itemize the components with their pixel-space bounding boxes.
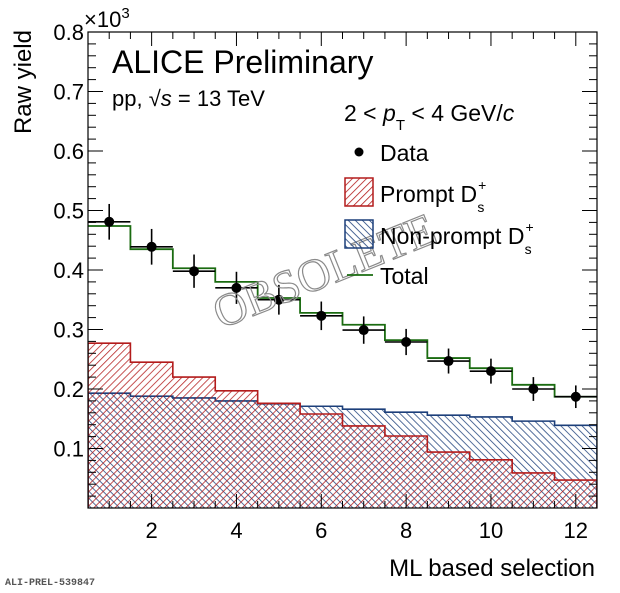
data-marker bbox=[401, 336, 412, 347]
data-marker bbox=[443, 356, 454, 367]
data-marker bbox=[189, 266, 200, 277]
legend-label-nonprompt: Non-prompt D+ s bbox=[380, 219, 534, 257]
prompt-bin bbox=[257, 403, 301, 508]
x-tick-label: 6 bbox=[315, 518, 327, 543]
data-marker bbox=[358, 325, 369, 336]
x-tick-label: 10 bbox=[479, 518, 503, 543]
red-hatch-swatch-icon bbox=[344, 177, 374, 207]
prompt-bin bbox=[215, 390, 258, 508]
data-marker bbox=[528, 384, 539, 394]
data-point bbox=[130, 228, 173, 265]
prompt-bin bbox=[300, 413, 343, 508]
prompt-bin bbox=[427, 452, 470, 508]
data-point bbox=[342, 316, 385, 344]
data-marker bbox=[316, 310, 327, 321]
data-marker bbox=[146, 241, 157, 252]
data-points bbox=[88, 203, 597, 409]
y-tick-label: 0.7 bbox=[53, 80, 84, 105]
prompt-outline bbox=[88, 342, 597, 508]
collision-energy-label: pp, √s = 13 TeV bbox=[112, 86, 265, 111]
data-point bbox=[384, 328, 428, 356]
legend-item-data: Data bbox=[354, 140, 429, 166]
x-tick-label: 8 bbox=[400, 518, 412, 543]
alice-preliminary-title: ALICE Preliminary bbox=[112, 44, 373, 80]
figure-id-label: ALI-PREL-539847 bbox=[5, 578, 95, 589]
data-point bbox=[300, 301, 343, 331]
data-marker bbox=[273, 294, 284, 305]
prompt-bin bbox=[342, 425, 385, 508]
data-point bbox=[512, 377, 555, 401]
axis-ticks bbox=[88, 31, 597, 508]
y-tick-label: 0.6 bbox=[53, 139, 84, 164]
total-line bbox=[88, 225, 597, 398]
y-tick-label: 0.8 bbox=[53, 20, 84, 45]
x-tick-label: 2 bbox=[146, 518, 158, 543]
legend-label-prompt: Prompt D+ s bbox=[380, 177, 486, 215]
legend-label-data: Data bbox=[380, 140, 429, 166]
y-tick-label: 0.5 bbox=[53, 199, 84, 224]
pt-range-label: 2 < pT < 4 GeV/c bbox=[344, 100, 515, 134]
axis-tick-labels: 2 4 6 8 10 12 0.1 0.2 0.3 0.4 0.5 0.6 0.7 0.8 bbox=[53, 20, 588, 543]
legend-item-prompt: Prompt D+ s bbox=[344, 177, 486, 215]
x-tick-label: 4 bbox=[230, 518, 242, 543]
y-tick-label: 0.3 bbox=[53, 318, 84, 343]
data-marker-icon bbox=[354, 147, 364, 157]
legend-item-total: Total bbox=[347, 263, 429, 289]
data-point bbox=[215, 271, 258, 304]
legend-label-total: Total bbox=[380, 263, 429, 289]
prompt-histogram bbox=[88, 342, 597, 508]
legend: Data Prompt D+ s Non-prompt D+ s Total bbox=[344, 140, 534, 289]
data-marker bbox=[231, 282, 242, 293]
data-point bbox=[88, 203, 131, 240]
data-point bbox=[427, 348, 470, 374]
data-marker bbox=[485, 366, 496, 377]
prompt-bin bbox=[130, 362, 173, 508]
x-tick-label: 12 bbox=[564, 518, 588, 543]
data-marker bbox=[570, 391, 581, 402]
y-tick-label: 0.1 bbox=[53, 437, 84, 462]
data-point bbox=[469, 358, 513, 384]
y-tick-label: 0.4 bbox=[53, 258, 84, 283]
total-step-line bbox=[88, 225, 597, 398]
data-marker bbox=[104, 216, 115, 227]
prompt-bin bbox=[172, 377, 216, 508]
blue-hatch-swatch-icon bbox=[344, 219, 374, 249]
data-point bbox=[172, 254, 216, 288]
data-point bbox=[554, 385, 597, 409]
legend-item-nonprompt: Non-prompt D+ s bbox=[344, 219, 534, 257]
prompt-bin bbox=[88, 343, 131, 508]
y-exponent-label: ×103 bbox=[84, 5, 130, 32]
y-tick-label: 0.2 bbox=[53, 377, 84, 402]
x-axis-title: ML based selection bbox=[389, 555, 595, 582]
y-axis-title: Raw yield bbox=[10, 30, 37, 134]
data-point bbox=[257, 284, 301, 315]
